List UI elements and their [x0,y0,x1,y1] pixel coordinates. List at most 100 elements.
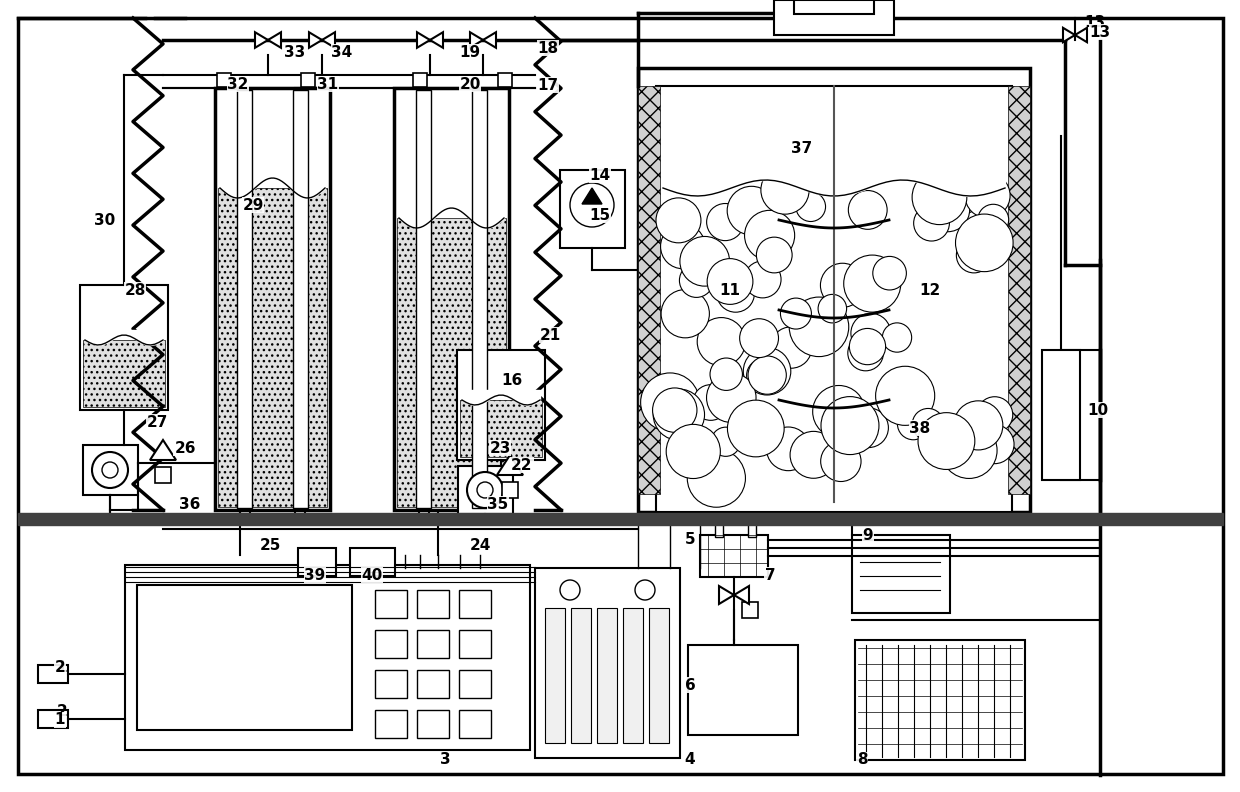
Polygon shape [430,32,443,48]
Circle shape [728,400,784,457]
Text: 30: 30 [94,212,115,227]
Bar [688,645,799,735]
Circle shape [653,389,704,440]
Polygon shape [484,32,496,48]
Circle shape [697,318,745,366]
Text: 19: 19 [460,44,481,59]
Bar [350,548,396,576]
Polygon shape [417,32,430,48]
Circle shape [748,356,786,394]
Circle shape [743,348,791,395]
Text: 20: 20 [459,77,481,92]
Text: 29: 29 [242,197,264,212]
Bar [502,482,518,498]
Polygon shape [719,586,734,604]
Bar [548,612,562,622]
Text: 14: 14 [589,167,610,182]
Circle shape [570,183,614,227]
Circle shape [641,373,699,432]
Circle shape [693,385,729,421]
Circle shape [848,191,887,230]
Text: 13: 13 [1085,14,1106,29]
Bar [639,68,1030,512]
Text: 1: 1 [57,660,67,675]
Circle shape [913,409,944,440]
Circle shape [851,314,890,353]
Text: 24: 24 [469,538,491,553]
Circle shape [707,373,756,422]
Bar [38,710,68,728]
Circle shape [697,396,735,434]
Bar [374,670,407,698]
Bar [237,90,252,508]
Circle shape [766,427,810,470]
Text: 21: 21 [539,328,560,342]
Text: 31: 31 [317,77,339,92]
Circle shape [727,186,776,235]
Bar [215,88,330,510]
Circle shape [756,237,792,273]
Polygon shape [497,455,523,475]
Text: 34: 34 [331,44,352,59]
Circle shape [918,413,975,470]
Bar [570,608,591,743]
Circle shape [848,408,888,447]
Text: 26: 26 [175,440,196,455]
Bar [856,640,1025,760]
Text: 12: 12 [919,283,941,298]
Text: 18: 18 [537,40,558,55]
Bar [560,170,625,248]
Text: 4: 4 [684,752,696,767]
Bar [301,73,315,87]
Circle shape [635,580,655,600]
Bar [374,630,407,658]
Circle shape [790,432,837,478]
Circle shape [560,580,580,600]
Bar [701,535,768,577]
Text: 39: 39 [304,568,326,582]
Circle shape [680,237,729,286]
Bar [217,73,231,87]
Text: 15: 15 [589,208,610,223]
Circle shape [914,205,950,241]
Bar [136,585,352,730]
Bar [600,612,614,622]
Text: 33: 33 [284,44,305,59]
Text: 27: 27 [146,414,167,429]
Circle shape [711,358,743,390]
Circle shape [821,263,864,307]
Circle shape [818,295,847,323]
Text: 35: 35 [487,497,508,512]
Circle shape [707,259,753,304]
Circle shape [796,192,826,222]
Circle shape [102,462,118,478]
Circle shape [975,425,1014,463]
Circle shape [821,441,861,482]
Text: 2: 2 [57,705,67,719]
Circle shape [875,366,935,425]
Circle shape [680,264,713,298]
Circle shape [971,212,1006,247]
Bar [415,90,432,508]
Circle shape [978,204,1008,235]
Text: 28: 28 [124,283,145,298]
Bar [472,90,487,508]
Circle shape [977,397,1013,432]
Circle shape [744,261,781,298]
Bar [794,0,874,14]
Circle shape [661,290,709,338]
Circle shape [898,408,929,440]
Bar [1008,86,1030,494]
Circle shape [780,298,811,329]
Polygon shape [309,32,322,48]
Bar [748,515,756,537]
Bar [155,467,171,483]
Circle shape [941,422,997,478]
Text: 25: 25 [259,538,280,553]
Circle shape [843,255,900,312]
Bar [397,218,506,507]
Bar [639,86,660,494]
Bar [652,612,666,622]
Circle shape [812,386,866,438]
Circle shape [666,425,720,478]
